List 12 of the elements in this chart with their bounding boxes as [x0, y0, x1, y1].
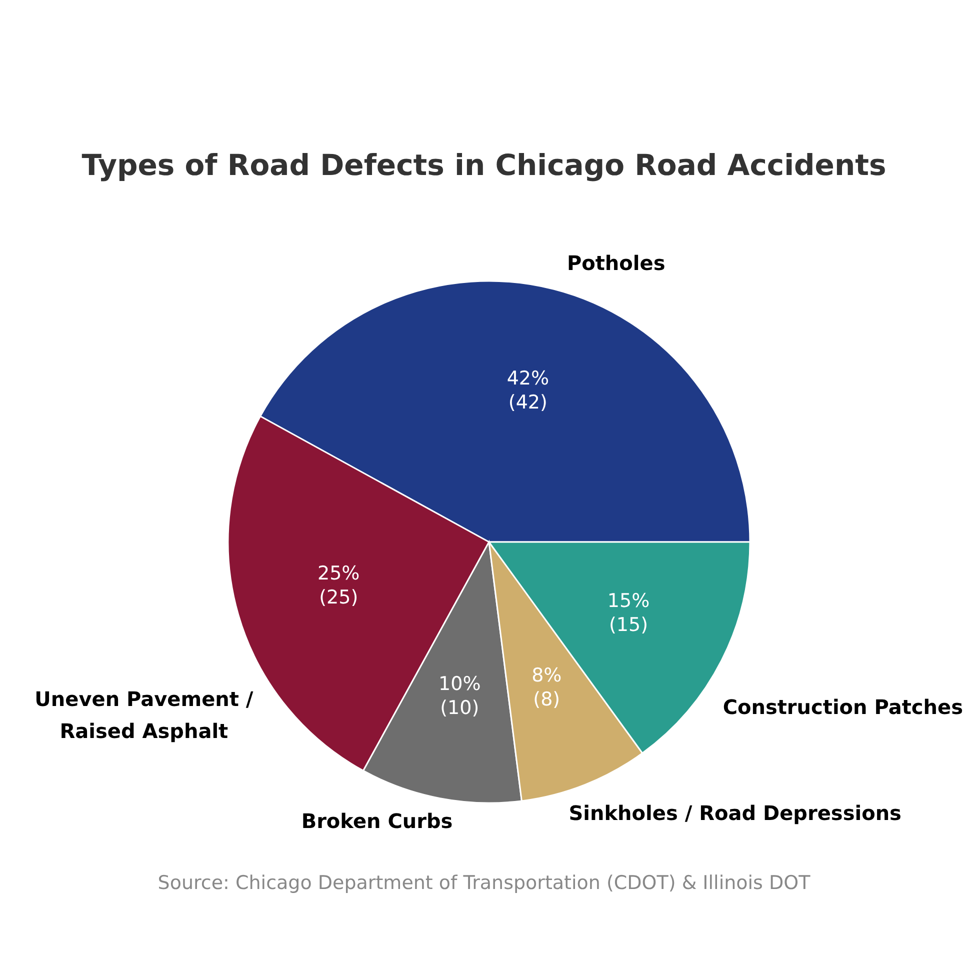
- slice-label: Potholes: [566, 250, 666, 275]
- data-label: 8% (8): [532, 664, 562, 711]
- data-label: 25% (25): [318, 562, 360, 609]
- slice-label: Broken Curbs: [301, 809, 453, 834]
- slice-label: Construction Patches: [722, 694, 964, 719]
- chart-title: Types of Road Defects in Chicago Road Accidents: [80, 147, 888, 184]
- source-note: Source: Chicago Department of Transportation (CDOT) & Illinois DOT: [156, 871, 812, 896]
- slice-label: Sinkholes / Road Depressions: [568, 800, 902, 825]
- data-label: 42% (42): [506, 367, 550, 414]
- data-label: 10% (10): [438, 672, 481, 719]
- data-label: 15% (15): [607, 590, 650, 636]
- slice-label: Uneven Pavement / Raised Asphalt: [34, 687, 254, 744]
